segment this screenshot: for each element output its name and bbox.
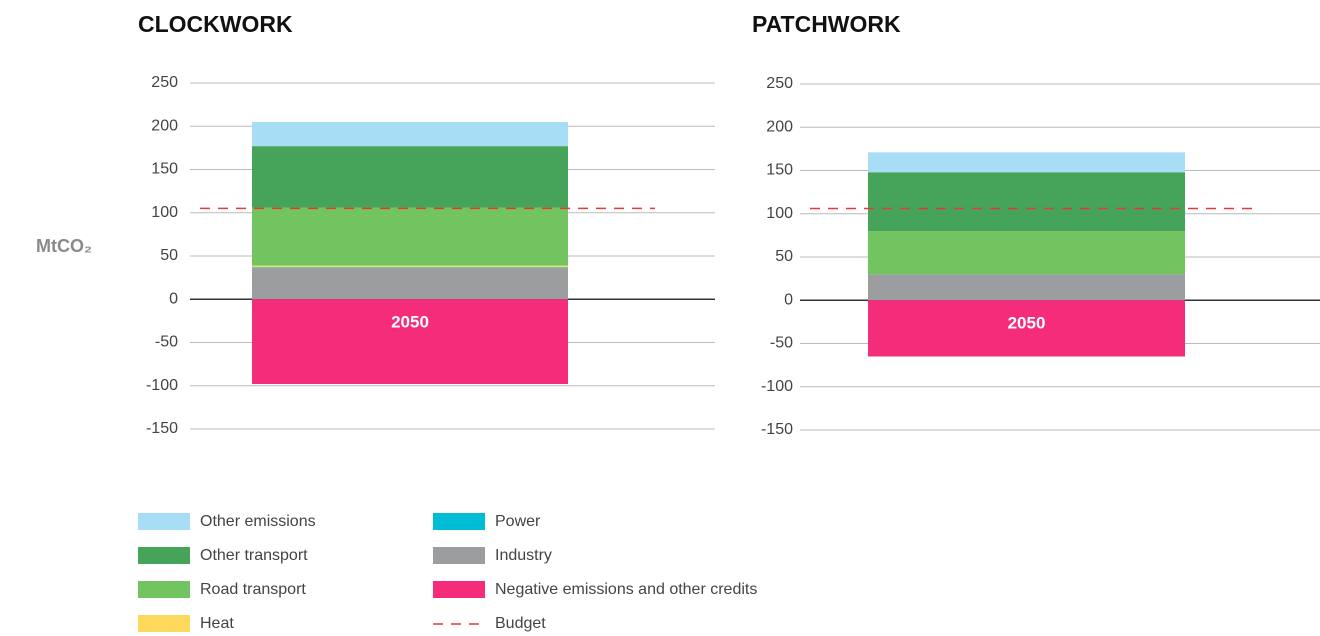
legend-swatch xyxy=(138,615,190,632)
y-tick-label: 250 xyxy=(151,74,178,91)
legend-swatch xyxy=(138,581,190,598)
bar-segment xyxy=(868,274,1185,301)
chart-title: PATCHWORK xyxy=(752,11,901,37)
category-label: 2050 xyxy=(1008,314,1046,333)
y-tick-label: -150 xyxy=(146,420,178,437)
bar-segment xyxy=(252,265,568,268)
y-tick-label: 0 xyxy=(169,290,178,307)
legend-swatch xyxy=(138,513,190,530)
category-label: 2050 xyxy=(391,313,429,332)
legend-label: Power xyxy=(495,513,541,530)
legend-label: Road transport xyxy=(200,581,306,598)
legend-swatch xyxy=(138,547,190,564)
y-tick-label: -50 xyxy=(155,334,178,351)
legend-label: Industry xyxy=(495,547,552,564)
legend-swatch xyxy=(433,581,485,598)
bar-segment xyxy=(868,152,1185,173)
y-tick-label: 100 xyxy=(151,204,178,221)
chart-title: CLOCKWORK xyxy=(138,11,293,37)
y-tick-label: -100 xyxy=(761,378,793,395)
y-tick-label: 200 xyxy=(151,117,178,134)
bar-segment xyxy=(252,267,568,269)
y-tick-label: 150 xyxy=(151,161,178,178)
bar-segment xyxy=(868,231,1185,275)
y-tick-label: 50 xyxy=(160,247,178,264)
bar-segment xyxy=(868,172,1185,232)
legend-label: Other emissions xyxy=(200,513,316,530)
legend-label: Heat xyxy=(200,615,234,632)
legend-swatch xyxy=(433,547,485,564)
y-tick-label: -150 xyxy=(761,421,793,438)
y-tick-label: -100 xyxy=(146,377,178,394)
y-axis-label: MtCO₂ xyxy=(36,236,92,256)
bar-segment xyxy=(252,207,568,266)
bar-segment xyxy=(252,268,568,300)
legend-label: Negative emissions and other credits xyxy=(495,581,757,598)
bar-segment xyxy=(252,299,568,385)
y-tick-label: 0 xyxy=(784,291,793,308)
legend-label: Budget xyxy=(495,615,546,632)
legend-label: Other transport xyxy=(200,547,308,564)
bar-segment xyxy=(252,121,568,147)
y-tick-label: 100 xyxy=(766,205,793,222)
y-tick-label: 200 xyxy=(766,118,793,135)
y-tick-label: 150 xyxy=(766,162,793,179)
legend-swatch xyxy=(433,513,485,530)
y-tick-label: 250 xyxy=(766,75,793,92)
y-tick-label: -50 xyxy=(770,335,793,352)
bar-segment xyxy=(868,300,1185,357)
bar-segment xyxy=(252,146,568,208)
y-tick-label: 50 xyxy=(775,248,793,265)
